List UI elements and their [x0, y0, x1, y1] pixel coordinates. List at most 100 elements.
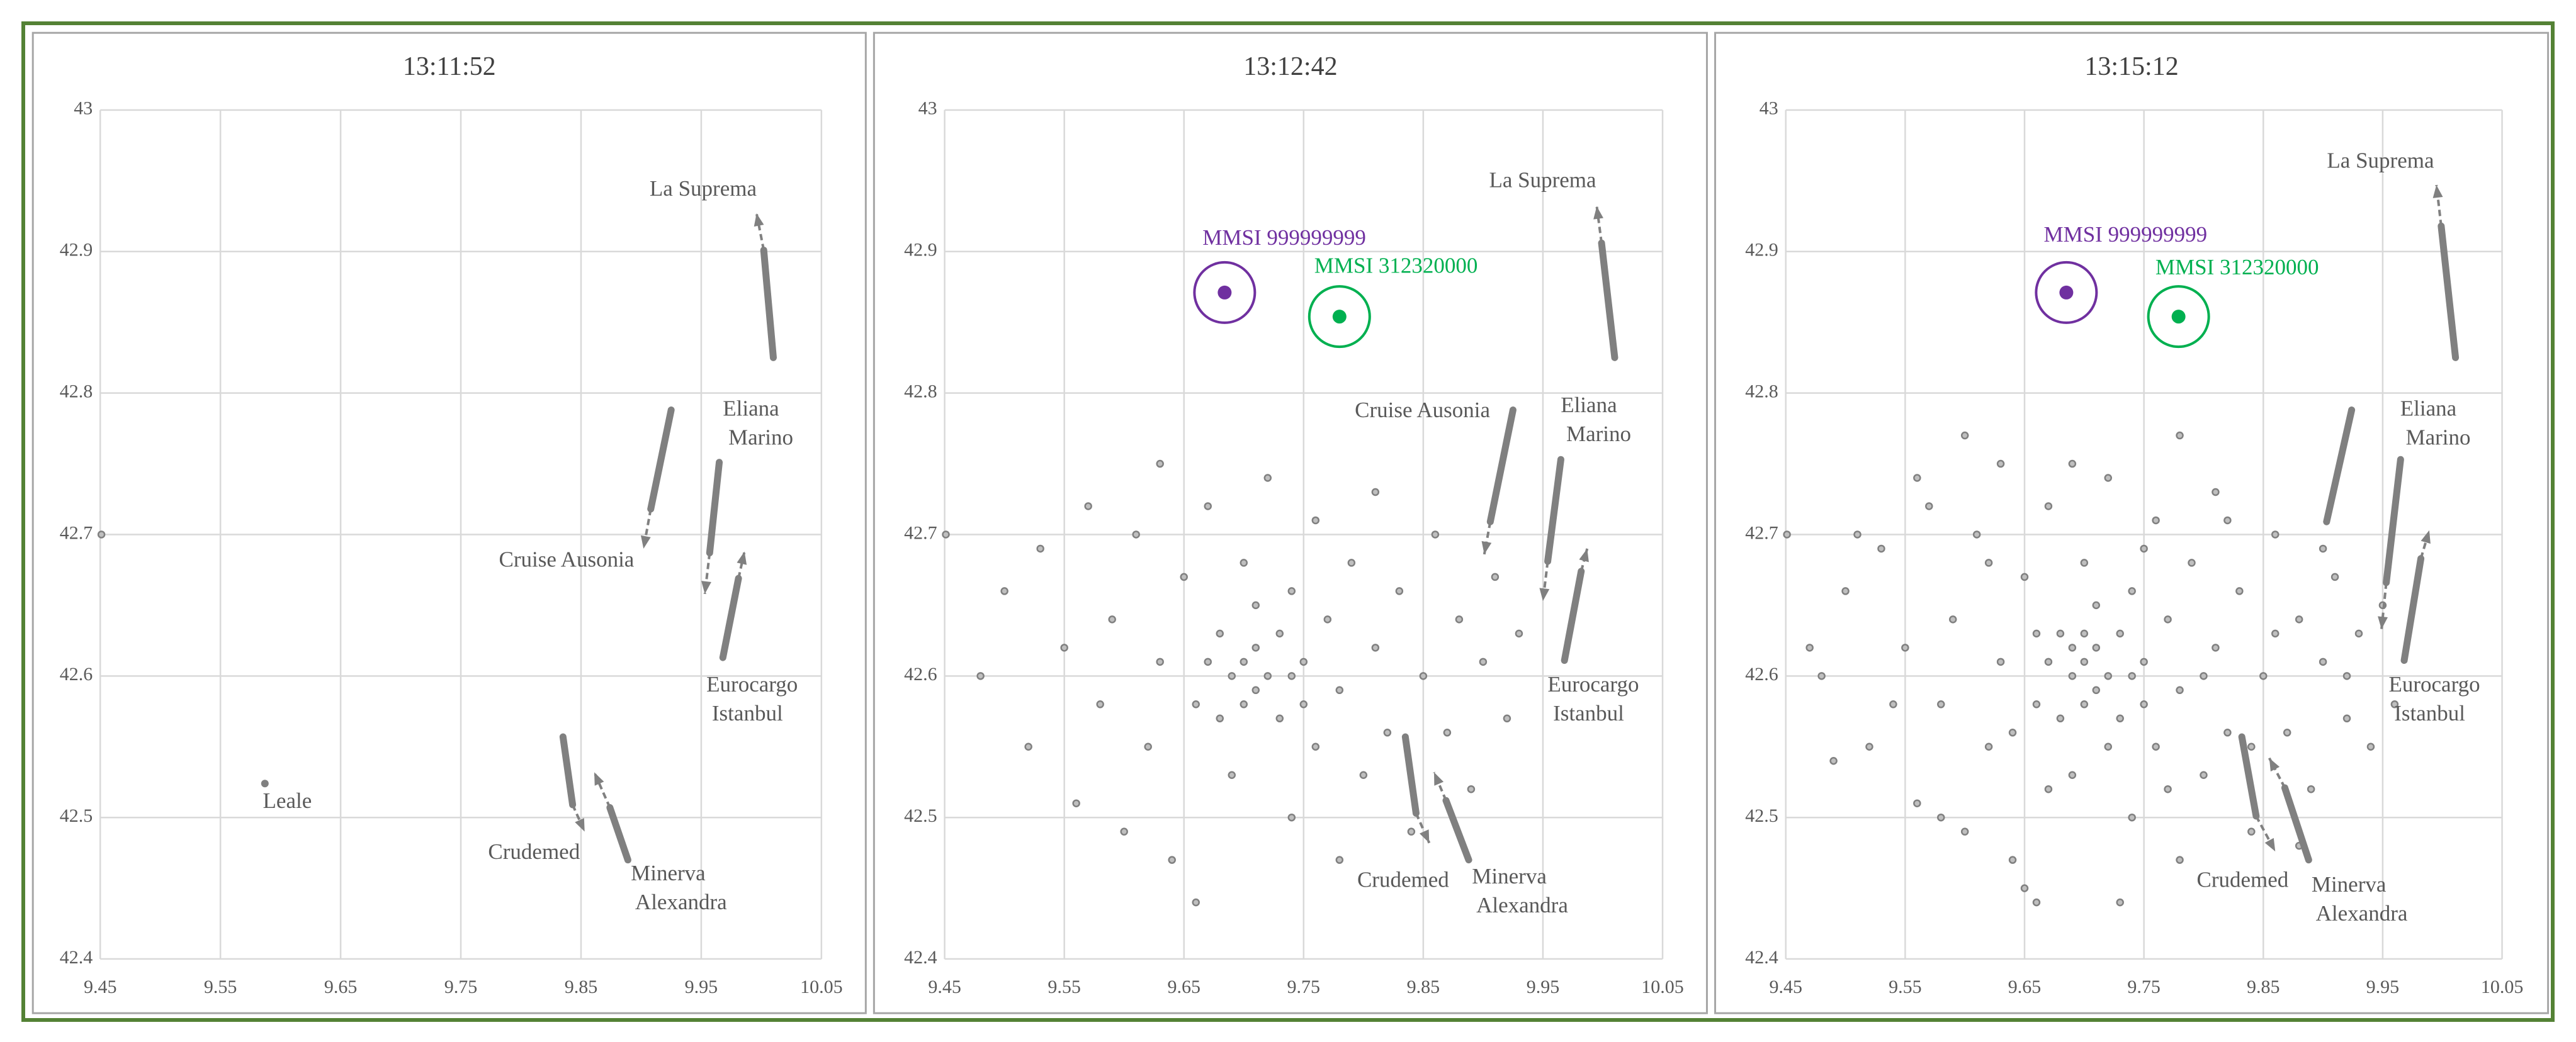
data-point	[2056, 714, 2065, 723]
x-tick-label: 9.85	[2247, 977, 2280, 997]
data-point	[2008, 729, 2017, 737]
arrow-head	[2269, 758, 2280, 772]
data-point	[1913, 799, 1921, 807]
target-ring	[2035, 260, 2098, 324]
data-point	[2128, 587, 2136, 595]
data-point	[1383, 729, 1392, 737]
x-tick-label: 9.45	[84, 977, 117, 997]
data-point	[1072, 799, 1080, 807]
data-point	[2044, 502, 2053, 510]
data-point	[1108, 615, 1116, 624]
x-tick-label: 9.75	[1287, 977, 1321, 997]
data-point	[1156, 658, 1164, 666]
y-tick-label: 42.5	[904, 805, 937, 826]
x-tick-label: 9.85	[1407, 977, 1440, 997]
ship-track	[2400, 555, 2425, 664]
data-point	[1180, 573, 1188, 581]
data-point	[2140, 700, 2148, 709]
data-point	[1407, 827, 1416, 836]
y-tick-label: 42.4	[904, 947, 937, 968]
data-point	[2271, 629, 2279, 638]
data-point	[1865, 742, 1873, 751]
data-point	[1263, 474, 1272, 482]
data-point	[2104, 742, 2113, 751]
target-position	[1332, 310, 1347, 324]
data-point	[1335, 686, 1344, 695]
data-point	[2259, 672, 2268, 680]
annotation: MMSI 999999999	[1202, 225, 1366, 250]
ship-track	[647, 406, 675, 513]
data-point	[2188, 559, 2196, 567]
data-point	[2068, 644, 2077, 652]
annotation: MMSI 312320000	[2155, 255, 2319, 279]
data-point	[2104, 672, 2113, 680]
ship-track	[706, 459, 723, 557]
data-point	[2152, 742, 2160, 751]
data-point	[2116, 898, 2124, 907]
data-point	[2068, 771, 2077, 779]
data-point	[2283, 729, 2291, 737]
arrow-head	[737, 551, 747, 565]
annotation: Crudemed	[488, 839, 580, 864]
ship-track	[1561, 568, 1585, 664]
data-point	[1036, 544, 1044, 553]
panel-border	[873, 31, 1708, 1014]
data-point	[2390, 700, 2399, 709]
annotation: Eliana Marino	[723, 396, 793, 449]
panel-border	[31, 31, 867, 1014]
data-point	[2116, 714, 2124, 723]
y-tick-label: 42.9	[1745, 240, 1778, 260]
annotation: Minerva Alexandra	[1472, 864, 1568, 917]
data-point	[1132, 530, 1140, 539]
data-point	[1168, 856, 1176, 864]
data-point	[2080, 559, 2089, 567]
x-tick-label: 10.05	[1641, 977, 1684, 997]
data-point	[1419, 672, 1428, 680]
data-point	[1287, 587, 1296, 595]
data-point	[1937, 700, 1945, 709]
data-point	[2200, 672, 2208, 680]
arrow-head	[701, 581, 711, 594]
data-point	[2223, 729, 2232, 737]
data-point	[2080, 658, 2089, 666]
data-point	[1240, 700, 1248, 709]
panel: 13:15:12 42.4 42.5 42.6 42.7 42.8 42.9 43 9.45 9.…	[1714, 31, 2550, 1014]
ship-heading	[1483, 521, 1492, 555]
x-tick-label: 9.75	[444, 977, 478, 997]
data-point	[97, 530, 106, 539]
data-point	[1996, 658, 2005, 666]
ship-heading	[1415, 812, 1431, 844]
y-tick-label: 43	[1760, 98, 1778, 119]
data-point	[1853, 530, 1861, 539]
data-point	[2354, 629, 2363, 638]
data-point	[1841, 587, 1850, 595]
data-point	[1251, 601, 1260, 610]
data-point	[2319, 658, 2327, 666]
data-point	[1479, 658, 1488, 666]
ship-track	[1401, 733, 1420, 817]
annotation: Crudemed	[1357, 867, 1449, 892]
x-tick-label: 9.95	[1527, 977, 1560, 997]
data-point	[2342, 714, 2351, 723]
arrow-head	[2432, 185, 2443, 198]
x-tick-label: 9.75	[2127, 977, 2161, 997]
data-point	[2176, 686, 2184, 695]
data-point	[2200, 771, 2208, 779]
y-tick-label: 42.9	[60, 240, 93, 260]
data-point	[1275, 629, 1284, 638]
ship-track	[1486, 406, 1517, 525]
annotation: Leale	[263, 788, 312, 813]
data-point	[1251, 686, 1260, 695]
x-tick-label: 9.55	[1889, 977, 1922, 997]
x-tick-label: 10.05	[800, 977, 843, 997]
data-point	[1228, 771, 1236, 779]
arrow-head	[754, 213, 764, 227]
x-tick-label: 9.65	[2008, 977, 2042, 997]
annotation: Cruise Ausonia	[1355, 398, 1490, 422]
data-point	[1311, 516, 1320, 525]
annotation: Eurocargo Istanbul	[1547, 672, 1639, 725]
target-position	[2171, 310, 2186, 324]
data-point	[2271, 530, 2279, 539]
data-point	[1805, 644, 1814, 652]
